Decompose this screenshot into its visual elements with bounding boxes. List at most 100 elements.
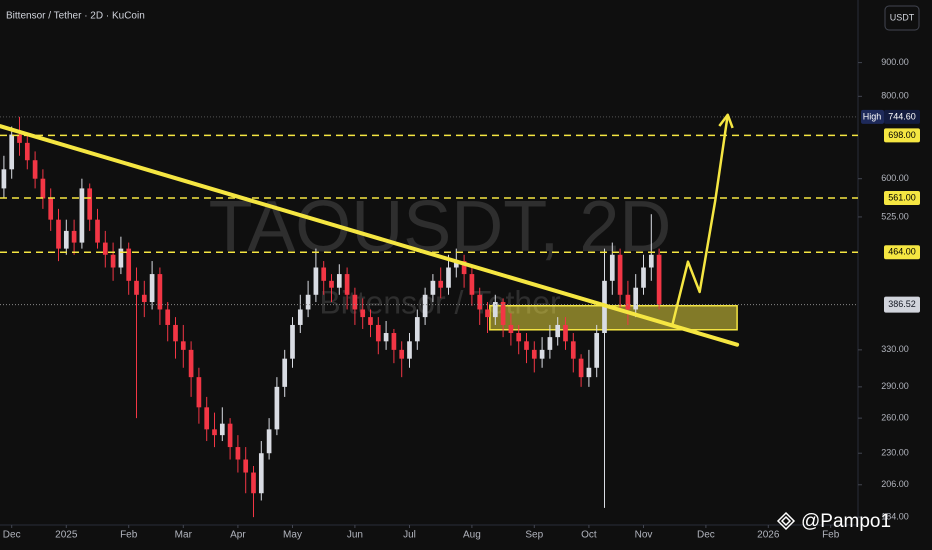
y-tick-label: 206.00 — [881, 479, 909, 489]
candle-body — [9, 134, 15, 170]
candle-body — [336, 274, 342, 288]
candle-body — [586, 367, 592, 378]
candle-body — [516, 333, 522, 342]
x-tick-label: Jun — [347, 530, 363, 541]
projection-arrow — [671, 114, 729, 326]
candle-body — [344, 274, 350, 295]
high-name: High — [863, 111, 882, 121]
candle-body — [204, 407, 210, 430]
candle-body — [180, 341, 186, 350]
candle-body — [391, 333, 397, 350]
candle-body — [446, 267, 451, 288]
candle-body — [648, 254, 654, 268]
candle-body — [141, 294, 147, 303]
candle-body — [539, 349, 545, 359]
candle-body — [227, 423, 233, 448]
candle-body — [274, 386, 280, 430]
y-tick-label: 800.00 — [881, 91, 909, 101]
candle-body — [477, 294, 483, 310]
candle-body — [422, 294, 428, 318]
credit-icon — [776, 511, 796, 531]
candle-body — [219, 423, 225, 436]
credit-text: @Pampo1 — [801, 511, 891, 532]
level-label: 698.00 — [888, 130, 916, 140]
level-label-box — [884, 190, 920, 205]
candle-body — [617, 254, 623, 295]
y-tick-label: 525.00 — [881, 211, 909, 221]
x-tick-label: Feb — [120, 530, 138, 541]
candle-body — [641, 267, 646, 288]
candle-body — [570, 341, 576, 359]
candle-body — [305, 294, 311, 310]
candle-body — [266, 429, 272, 454]
y-tick-label: 290.00 — [881, 381, 909, 391]
candle-body — [469, 274, 475, 295]
candle-body — [368, 317, 373, 325]
high-value-box — [884, 109, 920, 124]
candle-body — [251, 472, 256, 494]
candle-body — [126, 248, 132, 281]
candle-body — [555, 324, 561, 338]
candle-body — [118, 248, 124, 268]
candle-body — [492, 302, 498, 318]
watermark: TAOUSDT, 2D — [209, 187, 672, 267]
x-tick-label: Apr — [230, 530, 246, 541]
candle-body — [290, 324, 295, 359]
candle-body — [188, 349, 194, 378]
y-tick-label: 330.00 — [881, 344, 909, 354]
candle-body — [656, 254, 662, 305]
level-label-box — [884, 245, 920, 260]
candle-body — [258, 453, 264, 494]
candle-body — [165, 309, 171, 325]
candle-body — [110, 254, 116, 268]
candle-body — [173, 324, 178, 342]
x-tick-label: 2026 — [757, 530, 780, 541]
currency-button[interactable] — [884, 5, 920, 31]
candle-body — [329, 280, 334, 288]
candle-body — [508, 324, 514, 334]
chart-title: Bittensor / Tether · 2D · KuCoin — [6, 11, 145, 22]
x-tick-label: 2025 — [55, 530, 78, 541]
candle-body — [63, 230, 69, 249]
candle-body — [157, 274, 163, 310]
candle-body — [297, 309, 303, 325]
y-tick-label: 600.00 — [881, 173, 909, 183]
candle-body — [196, 377, 202, 408]
candle-body — [71, 230, 77, 243]
currency-label[interactable]: USDT — [890, 12, 915, 22]
candle-body — [609, 254, 615, 281]
candle-body — [87, 188, 93, 220]
candle-body — [352, 294, 358, 310]
x-tick-label: Feb — [822, 530, 840, 541]
x-tick-label: Oct — [581, 530, 597, 541]
y-tick-label: 900.00 — [881, 57, 909, 67]
trendline — [0, 124, 740, 347]
candle-body — [134, 280, 139, 295]
candle-body — [453, 261, 459, 268]
y-tick-label: 260.00 — [881, 412, 909, 422]
x-tick-label: Nov — [635, 530, 653, 541]
x-tick-label: Mar — [175, 530, 193, 541]
candle-body — [1, 169, 7, 189]
candle-body — [321, 267, 327, 281]
x-tick-label: Aug — [463, 530, 481, 541]
candle-body — [633, 287, 639, 310]
candle-body — [500, 302, 506, 325]
candle-body — [375, 324, 381, 342]
candle-body — [17, 134, 22, 143]
level-label-box — [884, 128, 920, 143]
level-label: 464.00 — [888, 247, 916, 257]
plot: 900.00 800.00 600.00 525.00 330.00 290.00 260.… — [0, 57, 920, 541]
candle-body — [24, 142, 30, 161]
candle-body — [79, 188, 85, 243]
candle-body — [485, 309, 490, 318]
candle-body — [625, 294, 631, 310]
x-tick-label: Sep — [525, 530, 543, 541]
candle-body — [461, 261, 467, 275]
candle-body — [313, 267, 319, 295]
last-price-box — [884, 296, 920, 313]
candle-body — [102, 242, 108, 255]
credit: @Pampo1 — [776, 511, 891, 532]
candle-body — [48, 198, 54, 220]
candle-body — [578, 358, 584, 378]
